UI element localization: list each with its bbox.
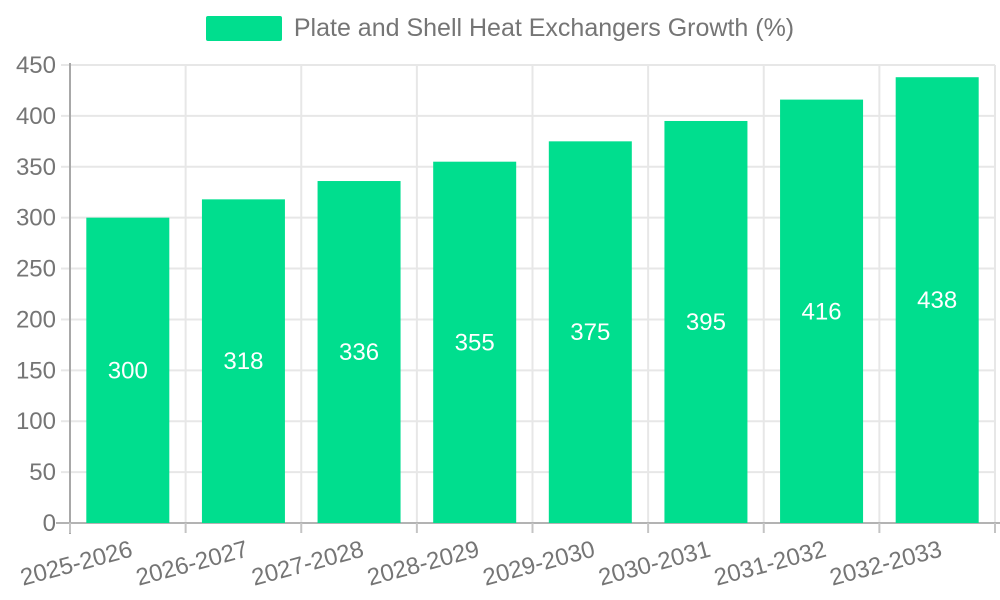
bar-value-label: 395 — [686, 309, 726, 336]
y-tick-label: 200 — [16, 306, 56, 333]
bar[interactable] — [433, 161, 517, 523]
bar[interactable] — [895, 77, 979, 524]
y-tick-label: 100 — [16, 408, 56, 435]
x-tick-label: 2031-2032 — [711, 536, 829, 592]
x-tick-label: 2025-2026 — [18, 536, 136, 592]
x-tick-label: 2028-2029 — [364, 536, 482, 592]
y-tick-label: 0 — [43, 510, 56, 537]
bar-value-label: 336 — [339, 339, 379, 366]
bar[interactable] — [317, 181, 401, 523]
y-tick-label: 50 — [29, 459, 56, 486]
bar-value-label: 438 — [917, 287, 957, 314]
bar[interactable] — [664, 120, 748, 523]
y-tick-label: 450 — [16, 52, 56, 79]
x-tick-label: 2026-2027 — [133, 536, 251, 592]
x-tick-label: 2029-2030 — [480, 536, 598, 592]
bar-value-label: 375 — [570, 319, 610, 346]
y-tick-label: 350 — [16, 154, 56, 181]
bar[interactable] — [86, 217, 170, 523]
legend-label: Plate and Shell Heat Exchangers Growth (… — [293, 14, 795, 42]
bar-value-label: 300 — [108, 357, 148, 384]
bar-value-label: 416 — [802, 298, 842, 325]
bar[interactable] — [201, 199, 285, 523]
bar[interactable] — [780, 99, 864, 524]
y-tick-label: 300 — [16, 205, 56, 232]
bar[interactable] — [548, 141, 632, 524]
y-tick-label: 150 — [16, 357, 56, 384]
x-tick-label: 2027-2028 — [249, 536, 367, 592]
bar-value-label: 318 — [223, 348, 263, 375]
x-tick-label: 2032-2033 — [827, 536, 945, 592]
y-tick-label: 400 — [16, 103, 56, 130]
legend[interactable]: Plate and Shell Heat Exchangers Growth (… — [0, 14, 1000, 43]
x-tick-label: 2030-2031 — [596, 536, 714, 592]
legend-swatch — [205, 16, 282, 41]
bar-value-label: 355 — [455, 329, 495, 356]
y-tick-label: 250 — [16, 256, 56, 283]
